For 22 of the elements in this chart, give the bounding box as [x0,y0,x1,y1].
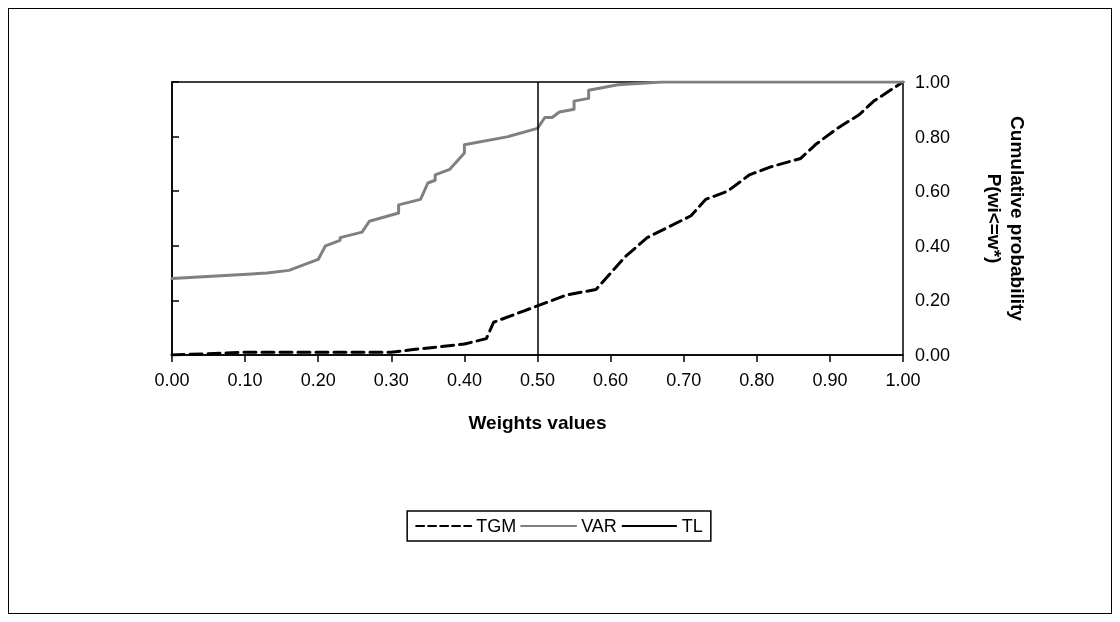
x-tick-label: 0.00 [154,370,190,390]
y-axis-title: Cumulative probability P(wi<=w*) [984,116,1028,322]
x-axis-title: Weights values [468,412,607,433]
x-tick-label: 0.40 [446,370,482,390]
legend-label: TGM [476,516,517,536]
x-tick-label: 0.10 [227,370,263,390]
y-tick-label: 0.00 [915,345,951,365]
legend-label: VAR [581,516,617,536]
x-tick-label: 0.20 [300,370,336,390]
x-tick-label: 0.80 [739,370,775,390]
y-tick-label: 0.80 [915,126,951,147]
legend-label: TL [681,516,703,536]
x-tick-label: 1.00 [885,370,921,390]
x-tick-label: 0.90 [812,370,848,390]
x-tick-label: 0.30 [373,370,409,390]
x-tick-label: 0.70 [666,370,702,390]
y-tick-label: 0.40 [915,235,951,256]
y-tick-label: 0.20 [915,290,951,311]
x-tick-label: 0.50 [519,370,556,390]
y-tick-label: 1.00 [915,72,951,92]
y-tick-label: 0.60 [915,181,951,202]
x-tick-label: 0.60 [593,370,629,390]
